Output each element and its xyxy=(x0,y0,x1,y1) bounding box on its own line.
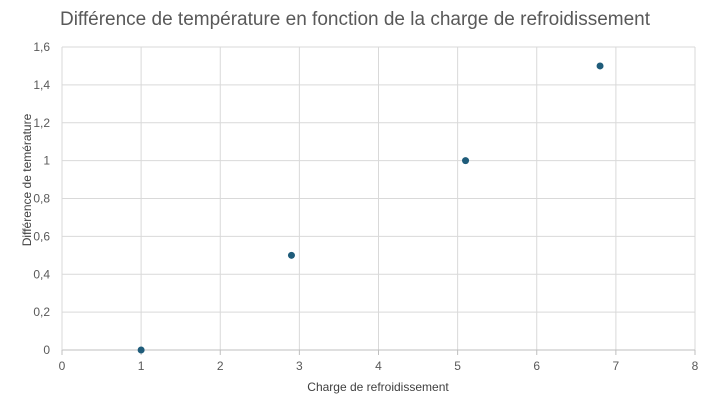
x-tick-label: 2 xyxy=(217,359,224,373)
axes xyxy=(61,47,696,355)
y-tick-label: 0,8 xyxy=(33,192,50,206)
tick-labels: 0 1 2 3 4 5 6 7 8 0 0,2 0,4 0,6 0,8 1 1,2 1,4 1,6 xyxy=(33,40,698,373)
x-tick-label: 5 xyxy=(454,359,461,373)
x-tick-label: 3 xyxy=(296,359,303,373)
x-tick-label: 6 xyxy=(533,359,540,373)
x-tick-label: 4 xyxy=(375,359,382,373)
x-tick-label: 8 xyxy=(692,359,699,373)
y-tick-label: 1 xyxy=(43,154,50,168)
y-tick-label: 0,2 xyxy=(33,305,50,319)
x-tick-label: 1 xyxy=(138,359,145,373)
y-tick-label: 0 xyxy=(43,343,50,357)
y-tick-label: 0,6 xyxy=(33,229,50,243)
data-point xyxy=(596,62,604,70)
data-point xyxy=(462,157,470,165)
y-tick-label: 1,6 xyxy=(33,40,50,54)
x-tick-label: 7 xyxy=(613,359,620,373)
y-tick-label: 1,2 xyxy=(33,116,50,130)
data-points xyxy=(137,62,604,354)
data-point xyxy=(287,251,295,259)
data-point xyxy=(137,346,145,354)
gridlines xyxy=(62,46,696,350)
x-tick-label: 0 xyxy=(59,359,66,373)
y-axis-title: Différence de temérature xyxy=(20,113,34,246)
x-axis-title: Charge de refroidissement xyxy=(307,380,449,394)
chart-title: Différence de température en fonction de… xyxy=(60,9,651,30)
y-tick-label: 0,4 xyxy=(33,267,50,281)
y-tick-label: 1,4 xyxy=(33,78,50,92)
